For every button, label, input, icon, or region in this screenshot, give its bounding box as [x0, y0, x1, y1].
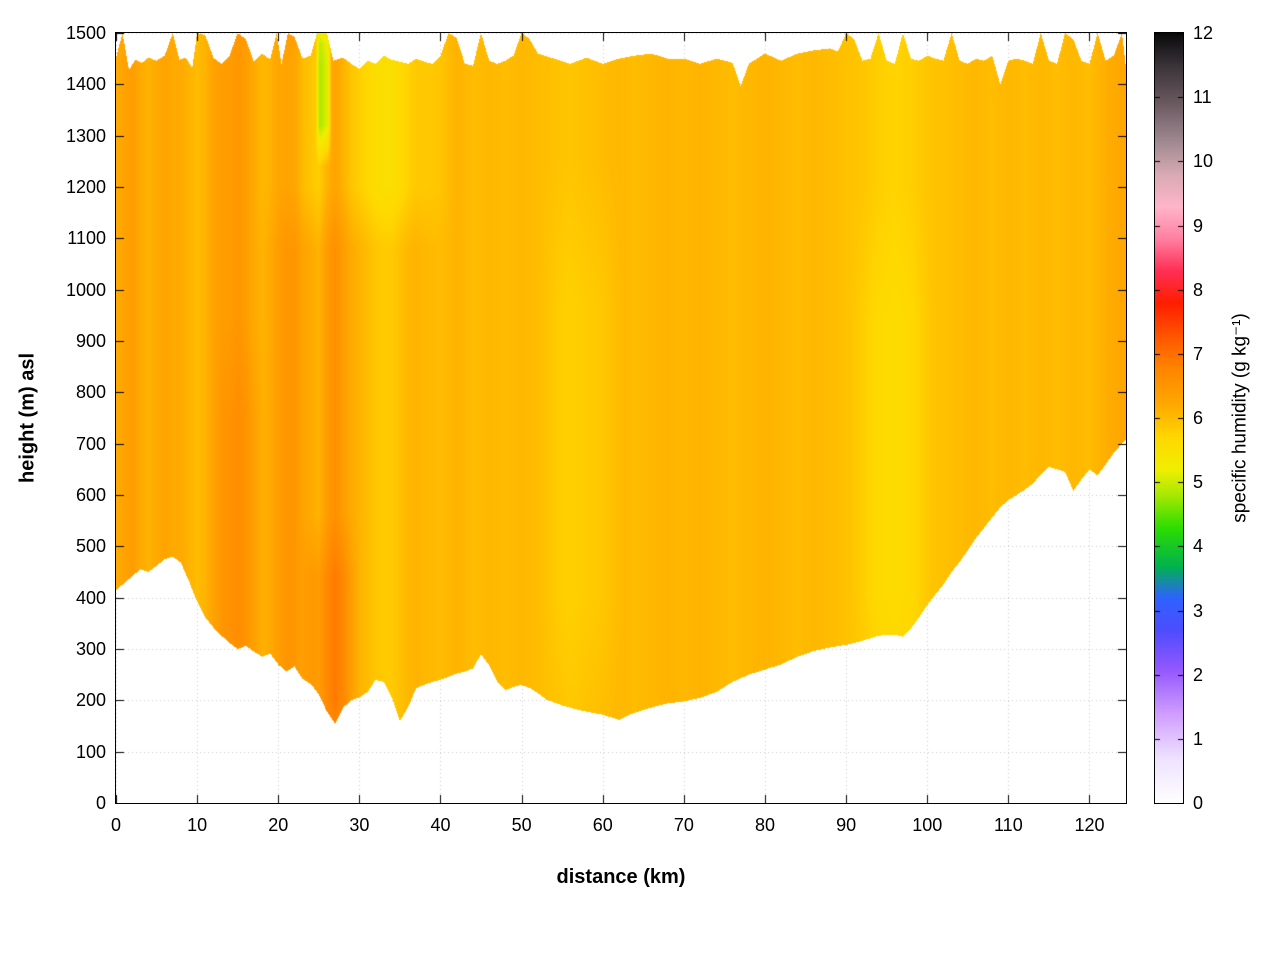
x-tick-label: 30 — [349, 815, 370, 835]
y-tick-label: 1200 — [65, 177, 106, 197]
colorbar-tick-label: 11 — [1193, 87, 1212, 108]
x-axis-title: distance (km) — [556, 866, 686, 888]
colorbar-tick-label: 12 — [1193, 23, 1214, 43]
y-tick-label: 100 — [75, 741, 106, 762]
colorbar-tick-label: 3 — [1193, 600, 1204, 621]
colorbar-tick-label: 5 — [1193, 472, 1204, 493]
x-tick-label: 120 — [1074, 815, 1105, 835]
y-tick-label: 600 — [75, 485, 106, 505]
y-tick-label: 700 — [75, 433, 106, 454]
y-tick-label: 500 — [75, 536, 106, 557]
colorbar-canvas — [1154, 32, 1184, 804]
colorbar-tick-label: 6 — [1193, 408, 1204, 428]
colorbar-tick-label: 0 — [1193, 793, 1204, 813]
y-tick-label: 1500 — [65, 23, 106, 43]
x-tick-label: 100 — [912, 815, 943, 835]
colorbar-tick-label: 7 — [1193, 343, 1204, 364]
colorbar-tick-label: 8 — [1193, 279, 1204, 300]
colorbar-tick-label: 10 — [1193, 151, 1214, 172]
y-tick-label: 200 — [75, 690, 106, 711]
x-tick-label: 50 — [511, 815, 532, 835]
x-tick-label: 70 — [673, 815, 694, 835]
colorbar-title: specific humidity (g kg⁻¹) — [1229, 313, 1251, 523]
y-axis-title: height (m) asl — [16, 352, 39, 484]
x-tick-label: 20 — [268, 815, 289, 835]
y-tick-label: 400 — [75, 587, 106, 608]
y-tick-label: 1300 — [65, 125, 106, 146]
colorbar-tick-label: 2 — [1193, 664, 1204, 685]
x-tick-label: 90 — [836, 815, 857, 835]
x-tick-label: 10 — [187, 815, 208, 835]
humidity-heatmap-canvas — [115, 32, 1127, 804]
y-tick-label: 1000 — [65, 279, 106, 300]
x-tick-label: 0 — [110, 815, 122, 835]
colorbar-tick-label: 4 — [1193, 536, 1204, 557]
colorbar-tick-label: 9 — [1193, 215, 1204, 236]
x-tick-label: 40 — [430, 815, 451, 835]
y-tick-label: 0 — [95, 793, 106, 813]
y-tick-label: 900 — [75, 331, 106, 351]
x-tick-label: 60 — [592, 815, 613, 835]
colorbar-tick-label: 1 — [1193, 728, 1204, 749]
y-tick-label: 300 — [75, 639, 106, 659]
x-tick-label: 110 — [994, 815, 1023, 835]
x-tick-label: 80 — [754, 815, 775, 835]
y-tick-label: 1400 — [65, 74, 106, 95]
y-tick-label: 1100 — [67, 228, 106, 249]
y-tick-label: 800 — [75, 382, 106, 403]
